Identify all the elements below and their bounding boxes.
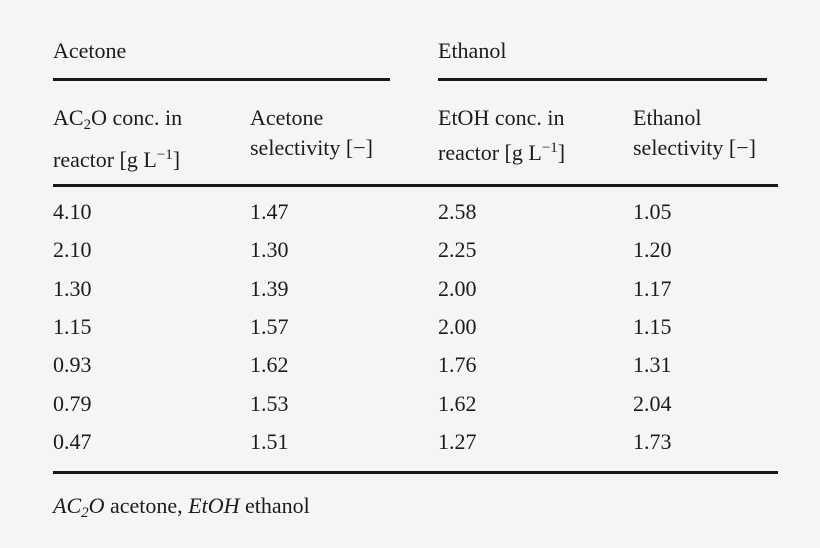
data-cell: 1.76: [438, 352, 477, 378]
col-header-line1: Acetone: [250, 105, 324, 130]
data-cell: 1.27: [438, 428, 477, 454]
table-bottom-rule: [53, 471, 778, 475]
data-cell: 1.15: [633, 314, 672, 340]
data-cell: 2.10: [53, 237, 92, 263]
footnote-text: acetone,: [104, 493, 189, 519]
group-label-ethanol: Ethanol: [438, 38, 507, 63]
data-cell: 1.20: [633, 237, 672, 263]
data-cell: 2.04: [633, 390, 672, 416]
col-header-ethanol-selectivity: Ethanol selectivity [−]: [633, 81, 778, 184]
subscript: 2: [81, 505, 89, 522]
data-cell: 2.25: [438, 237, 477, 263]
data-cell: 1.73: [633, 428, 672, 454]
data-cell: 1.31: [633, 352, 672, 378]
col-header-line2: selectivity [−]: [633, 135, 756, 160]
superscript: −1: [156, 147, 173, 163]
col-header-line2: reactor [g L−1]: [53, 147, 181, 172]
header-separator-rule: [53, 184, 778, 187]
group-underline-acetone: [53, 78, 390, 81]
subscript: 2: [83, 117, 92, 133]
data-cell: 1.57: [250, 314, 289, 340]
col-header-acetone-selectivity: Acetone selectivity [−]: [250, 81, 438, 184]
data-cell: 1.51: [250, 428, 289, 454]
col-header-line1: EtOH conc. in: [438, 105, 565, 130]
data-cell: 0.93: [53, 352, 92, 378]
col-header-ac2o-conc: AC2O conc. in reactor [g L−1]: [53, 81, 250, 184]
col-header-etoh-conc: EtOH conc. in reactor [g L−1]: [438, 81, 633, 184]
group-underline-ethanol: [438, 78, 767, 81]
data-cell: 1.05: [633, 199, 672, 225]
data-cell: 1.47: [250, 199, 289, 225]
table-footnote: AC2O acetone, EtOH ethanol: [53, 493, 778, 526]
data-cell: 1.53: [250, 390, 289, 416]
group-label-acetone: Acetone: [53, 38, 127, 63]
data-cell: 0.47: [53, 428, 92, 454]
data-cell: 1.15: [53, 314, 92, 340]
footnote-abbr-ac2o: AC2O: [53, 493, 105, 522]
footnote-text: ethanol: [239, 493, 310, 519]
data-cell: 2.00: [438, 314, 477, 340]
data-cell: 1.30: [53, 275, 92, 301]
col-header-line2: selectivity [−]: [250, 135, 373, 160]
col-header-line2: reactor [g L−1]: [438, 140, 566, 165]
data-cell: 1.62: [438, 390, 477, 416]
data-cell: 1.17: [633, 275, 672, 301]
data-cell: 2.00: [438, 275, 477, 301]
data-cell: 4.10: [53, 199, 92, 225]
data-cell: 0.79: [53, 390, 92, 416]
data-cell: 1.62: [250, 352, 289, 378]
data-cell: 1.39: [250, 275, 289, 301]
superscript: −1: [541, 140, 558, 156]
col-header-line1: Ethanol: [633, 105, 702, 130]
data-cell: 1.30: [250, 237, 289, 263]
data-cell: 2.58: [438, 199, 477, 225]
group-header-ethanol: Ethanol: [438, 36, 778, 81]
col-header-line1: AC2O conc. in: [53, 105, 183, 133]
data-table: Acetone Ethanol AC2O conc. in reactor [g…: [53, 36, 778, 526]
group-header-acetone: Acetone: [53, 36, 438, 81]
footnote-abbr-etoh: EtOH: [188, 493, 240, 519]
